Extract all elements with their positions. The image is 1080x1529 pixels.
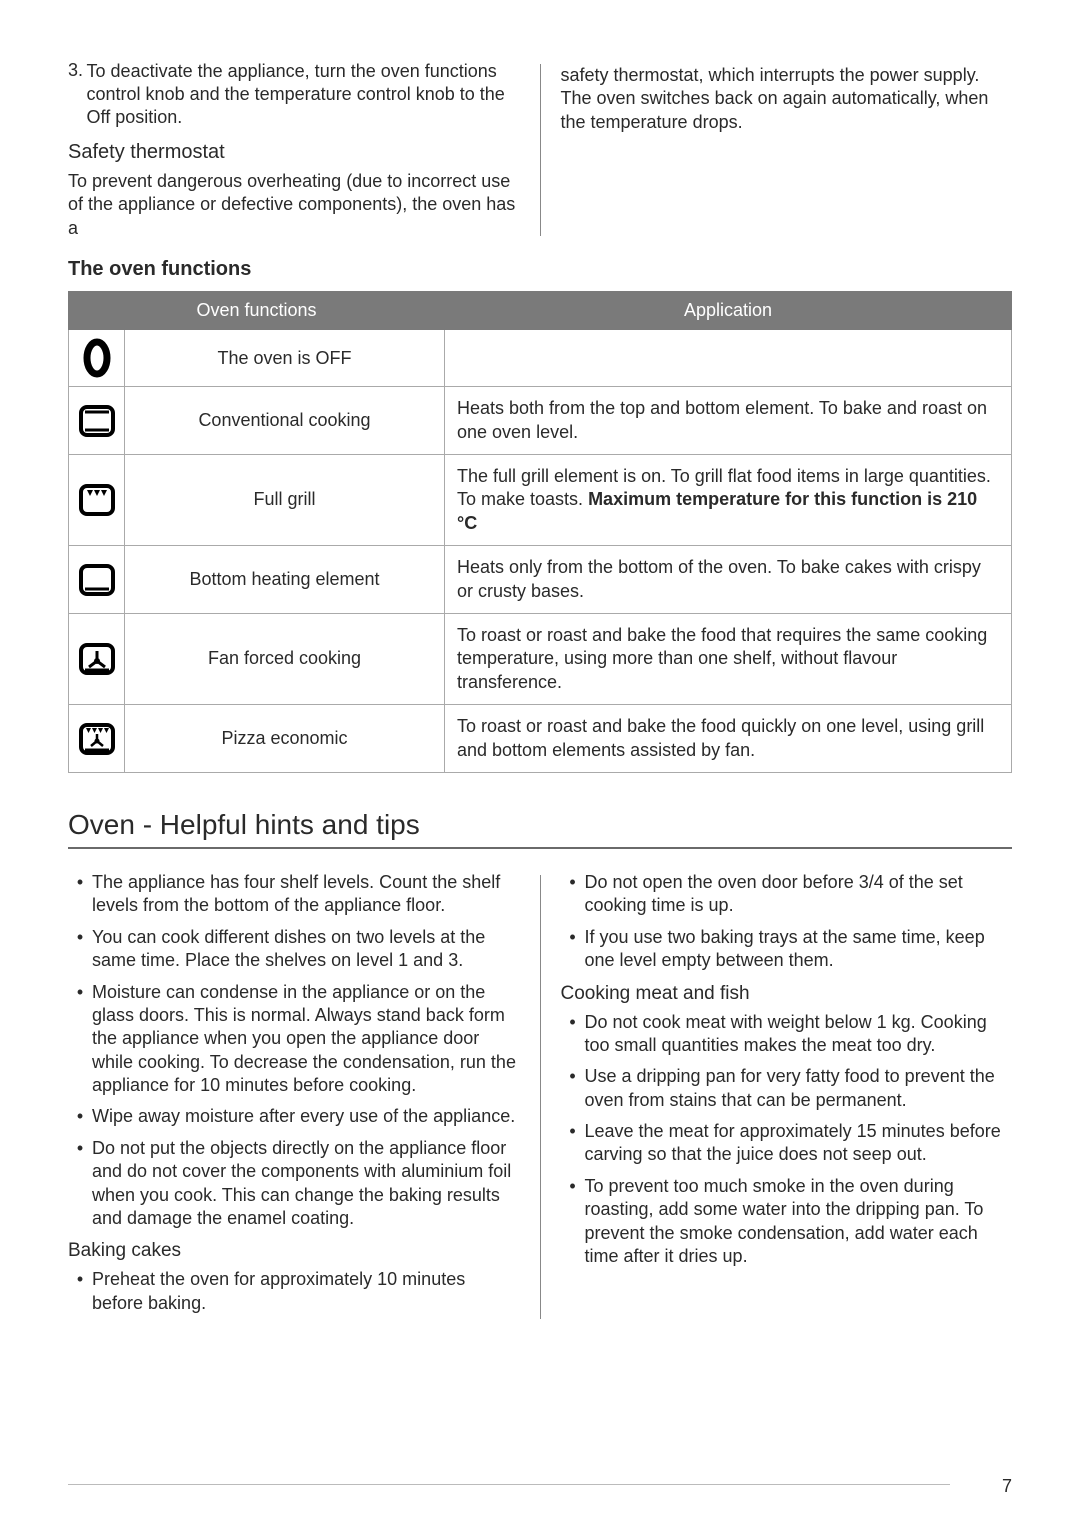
list-item: •Leave the meat for approximately 15 min… [561, 1120, 1013, 1167]
tip-text: If you use two baking trays at the same … [585, 926, 1013, 973]
full-grill-icon [69, 455, 125, 546]
bullet-icon: • [561, 1175, 585, 1269]
bullet-icon: • [68, 1137, 92, 1231]
function-name: Bottom heating element [125, 546, 445, 614]
table-row: Full grill The full grill element is on.… [69, 455, 1012, 546]
bullet-icon: • [68, 1268, 92, 1315]
column-divider [540, 875, 541, 1319]
list-item: •Use a dripping pan for very fatty food … [561, 1065, 1013, 1112]
bullet-icon: • [561, 1120, 585, 1167]
page-number: 7 [1002, 1476, 1012, 1497]
bottom-heat-icon [69, 546, 125, 614]
tip-text: Do not cook meat with weight below 1 kg.… [585, 1011, 1013, 1058]
bullet-icon: • [561, 1011, 585, 1058]
tip-text: Leave the meat for approximately 15 minu… [585, 1120, 1013, 1167]
conventional-icon [69, 387, 125, 455]
function-name: Fan forced cooking [125, 614, 445, 705]
function-application: The full grill element is on. To grill f… [445, 455, 1012, 546]
list-item: •Do not open the oven door before 3/4 of… [561, 871, 1013, 918]
function-application: Heats only from the bottom of the oven. … [445, 546, 1012, 614]
list-item: •Moisture can condense in the appliance … [68, 981, 520, 1098]
top-left-col: 3. To deactivate the appliance, turn the… [68, 60, 520, 240]
safety-para-left: To prevent dangerous overheating (due to… [68, 170, 520, 240]
table-row: Pizza economic To roast or roast and bak… [69, 705, 1012, 773]
hints-columns: •The appliance has four shelf levels. Co… [68, 871, 1012, 1323]
bullet-icon: • [68, 1105, 92, 1128]
cooking-meat-fish-heading: Cooking meat and fish [561, 983, 1013, 1005]
baking-cakes-heading: Baking cakes [68, 1240, 520, 1262]
tip-text: To prevent too much smoke in the oven du… [585, 1175, 1013, 1269]
tip-text: Use a dripping pan for very fatty food t… [585, 1065, 1013, 1112]
baking-tips-list: •Preheat the oven for approximately 10 m… [68, 1268, 520, 1315]
step-3: 3. To deactivate the appliance, turn the… [68, 60, 520, 129]
function-name: Pizza economic [125, 705, 445, 773]
list-item: •Preheat the oven for approximately 10 m… [68, 1268, 520, 1315]
tips-list-left: •The appliance has four shelf levels. Co… [68, 871, 520, 1230]
hints-left-col: •The appliance has four shelf levels. Co… [68, 871, 520, 1323]
bullet-icon: • [68, 871, 92, 918]
tip-text: Do not put the objects directly on the a… [92, 1137, 520, 1231]
bullet-icon: • [561, 871, 585, 918]
top-right-col: safety thermostat, which interrupts the … [561, 60, 1013, 240]
function-application [445, 330, 1012, 387]
pizza-economic-icon [69, 705, 125, 773]
list-item: •Do not put the objects directly on the … [68, 1137, 520, 1231]
table-head-application: Application [445, 292, 1012, 330]
function-name: Conventional cooking [125, 387, 445, 455]
list-item: •Do not cook meat with weight below 1 kg… [561, 1011, 1013, 1058]
oven-functions-table: Oven functions Application The oven is O… [68, 291, 1012, 773]
list-item: •You can cook different dishes on two le… [68, 926, 520, 973]
oven-functions-heading: The oven functions [68, 258, 1012, 281]
top-columns: 3. To deactivate the appliance, turn the… [68, 60, 1012, 240]
off-icon [69, 330, 125, 387]
function-application: To roast or roast and bake the food quic… [445, 705, 1012, 773]
table-row: Bottom heating element Heats only from t… [69, 546, 1012, 614]
function-application: To roast or roast and bake the food that… [445, 614, 1012, 705]
meat-tips-list: •Do not cook meat with weight below 1 kg… [561, 1011, 1013, 1269]
safety-para-right: safety thermostat, which interrupts the … [561, 64, 1013, 134]
step-number: 3. [68, 60, 87, 129]
function-name: The oven is OFF [125, 330, 445, 387]
tip-text: The appliance has four shelf levels. Cou… [92, 871, 520, 918]
hints-right-col: •Do not open the oven door before 3/4 of… [561, 871, 1013, 1323]
tip-text: Moisture can condense in the appliance o… [92, 981, 520, 1098]
bullet-icon: • [561, 926, 585, 973]
list-item: •If you use two baking trays at the same… [561, 926, 1013, 973]
footer-rule [68, 1484, 950, 1485]
tip-text: You can cook different dishes on two lev… [92, 926, 520, 973]
table-row: The oven is OFF [69, 330, 1012, 387]
function-name: Full grill [125, 455, 445, 546]
fan-forced-icon [69, 614, 125, 705]
tip-text: Do not open the oven door before 3/4 of … [585, 871, 1013, 918]
table-head-functions: Oven functions [69, 292, 445, 330]
table-row: Conventional cooking Heats both from the… [69, 387, 1012, 455]
tip-text: Preheat the oven for approximately 10 mi… [92, 1268, 520, 1315]
step-text: To deactivate the appliance, turn the ov… [87, 60, 520, 129]
table-row: Fan forced cooking To roast or roast and… [69, 614, 1012, 705]
column-divider [540, 64, 541, 236]
bullet-icon: • [561, 1065, 585, 1112]
bullet-icon: • [68, 926, 92, 973]
list-item: •To prevent too much smoke in the oven d… [561, 1175, 1013, 1269]
helpful-hints-heading: Oven - Helpful hints and tips [68, 809, 1012, 849]
list-item: •The appliance has four shelf levels. Co… [68, 871, 520, 918]
list-item: •Wipe away moisture after every use of t… [68, 1105, 520, 1128]
function-application: Heats both from the top and bottom eleme… [445, 387, 1012, 455]
safety-thermostat-heading: Safety thermostat [68, 141, 520, 164]
tip-text: Wipe away moisture after every use of th… [92, 1105, 515, 1128]
bullet-icon: • [68, 981, 92, 1098]
tips-list-right-pre: •Do not open the oven door before 3/4 of… [561, 871, 1013, 973]
